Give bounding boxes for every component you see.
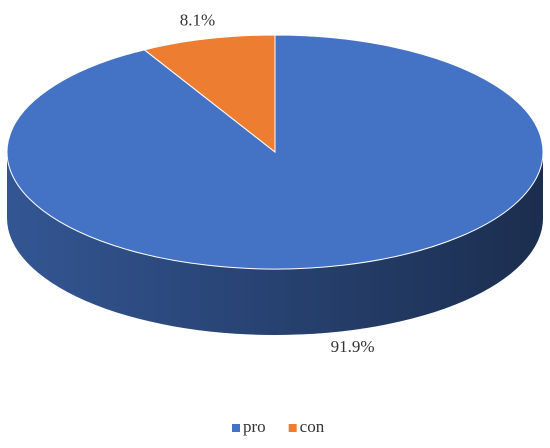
legend-swatch [288, 424, 297, 432]
data-label: 8.1% [180, 11, 215, 30]
data-label: 91.9% [331, 337, 375, 356]
legend-swatch [232, 424, 240, 432]
side-shade [7, 152, 543, 335]
legend-label: pro [243, 417, 266, 436]
slice [143, 34, 276, 154]
legend-label: con [300, 417, 325, 436]
